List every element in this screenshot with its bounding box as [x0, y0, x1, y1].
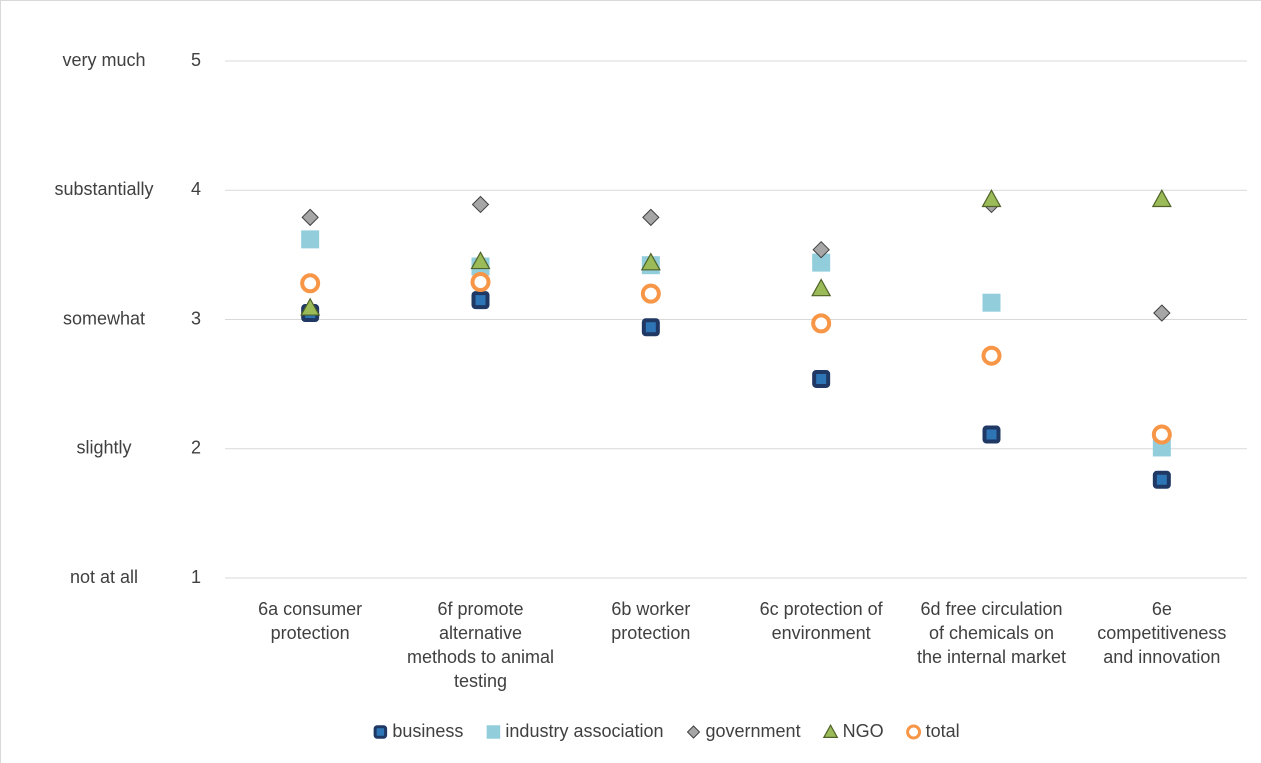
data-point	[1153, 304, 1171, 322]
data-point	[811, 313, 832, 334]
data-point	[471, 195, 490, 214]
data-point	[642, 208, 660, 227]
legend-marker	[486, 725, 501, 739]
data-point	[301, 208, 319, 227]
data-point	[1152, 470, 1171, 489]
y-level-label: somewhat	[63, 308, 145, 328]
data-point	[1151, 424, 1172, 445]
legend-marker	[906, 724, 922, 740]
legend-marker	[822, 724, 839, 739]
x-tick-label: 6a consumer protection	[258, 599, 363, 643]
x-tick-label: 6f promote alternative methods to animal…	[406, 599, 555, 691]
data-point	[301, 230, 320, 249]
data-point	[300, 297, 321, 316]
data-point	[812, 240, 830, 259]
data-point	[1151, 189, 1172, 208]
data-point	[300, 273, 321, 294]
data-point	[470, 251, 491, 270]
y-level-label: not at all	[70, 567, 138, 587]
data-point	[982, 425, 1001, 444]
data-point	[471, 291, 490, 310]
data-point	[812, 253, 831, 272]
legend-label: NGO	[843, 721, 884, 741]
x-tick-label: 6d free circulation of chemicals on the …	[916, 599, 1067, 667]
x-tick-label: 6e competitiveness and innovation	[1097, 599, 1227, 667]
data-point	[981, 345, 1002, 366]
x-tick-label: 6c protection of environment	[759, 599, 883, 643]
data-point	[981, 189, 1002, 208]
data-point	[470, 272, 491, 293]
legend-label: total	[926, 721, 960, 741]
y-level-label: substantially	[54, 179, 153, 199]
data-point	[982, 293, 1001, 312]
y-level-label: very much	[62, 50, 145, 70]
legend: business industry association government NG…	[373, 721, 960, 741]
x-tick-label: 6b worker protection	[611, 599, 691, 643]
legend-marker	[373, 725, 388, 739]
legend-marker	[686, 725, 701, 739]
legend-label: industry association	[505, 721, 663, 741]
y-tick-label: 4	[191, 179, 201, 199]
data-point	[812, 369, 831, 388]
data-point	[811, 278, 832, 297]
data-point	[640, 252, 661, 271]
legend-label: government	[706, 721, 801, 741]
y-tick-label: 5	[191, 50, 201, 70]
y-level-label: slightly	[76, 438, 131, 458]
y-tick-label: 2	[191, 438, 201, 458]
data-point	[640, 283, 661, 304]
y-tick-label: 1	[191, 567, 201, 587]
y-tick-label: 3	[191, 308, 201, 328]
data-point	[641, 318, 660, 337]
legend-label: business	[392, 721, 463, 741]
